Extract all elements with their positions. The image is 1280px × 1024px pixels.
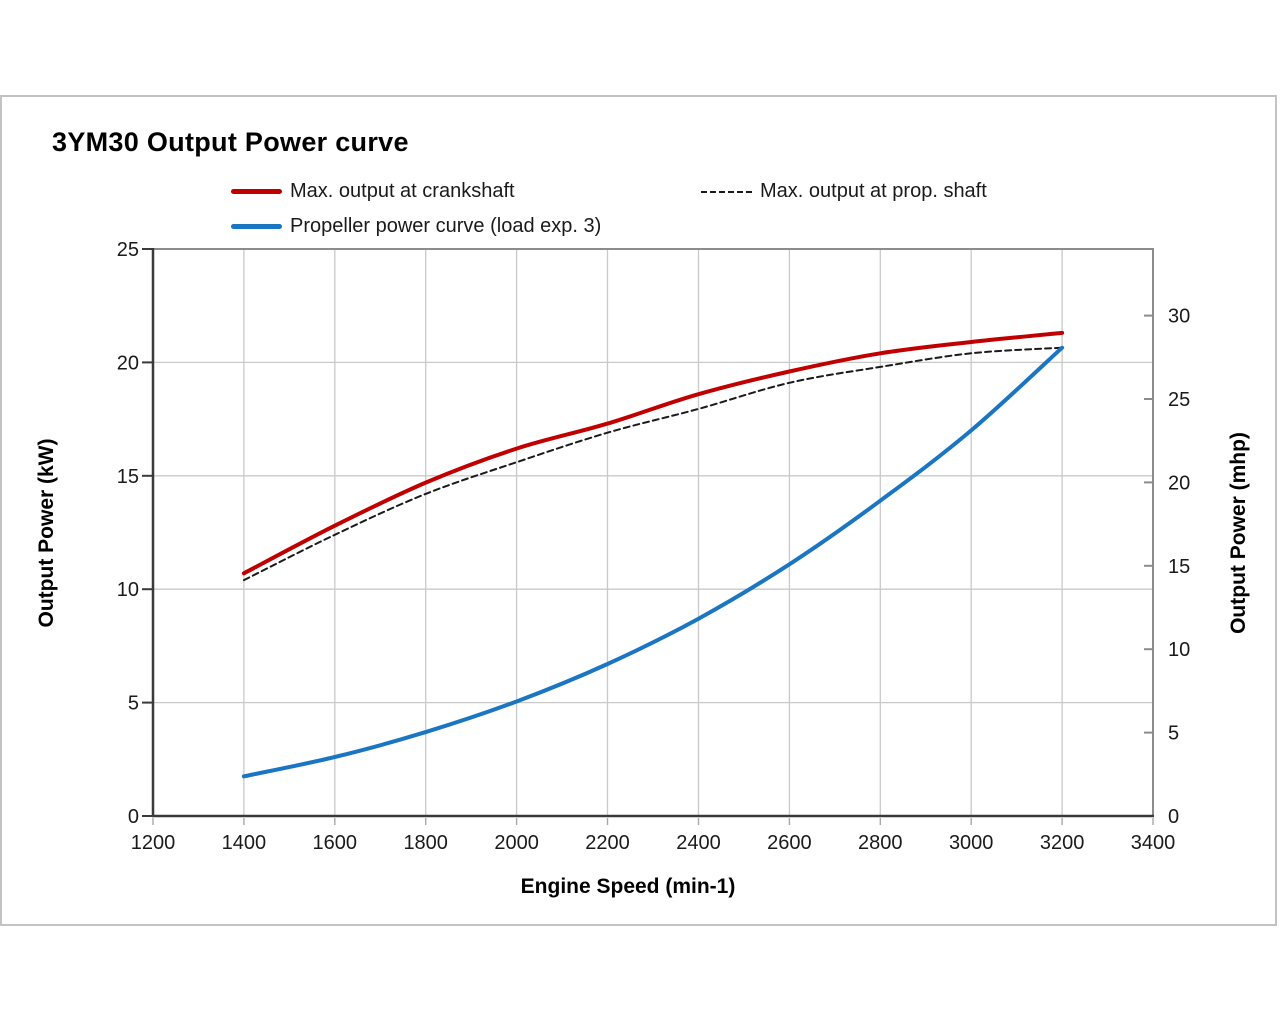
y-axis-label-right: Output Power (mhp) [1227, 432, 1250, 634]
x-axis-tick-label: 1600 [313, 832, 358, 854]
y-axis-tick-label-right: 20 [1168, 472, 1190, 494]
legend-line-propeller-icon [231, 224, 282, 229]
y-axis-tick-label-left: 15 [117, 466, 139, 488]
chart-title: 3YM30 Output Power curve [52, 127, 409, 157]
y-axis-tick-label-left: 25 [117, 239, 139, 261]
x-axis-tick-label: 3000 [949, 832, 994, 854]
y-axis-tick-label-right: 10 [1168, 639, 1190, 661]
y-axis-tick-label-right: 25 [1168, 389, 1190, 411]
x-axis-tick-label: 1800 [403, 832, 448, 854]
series-prop-shaft-line [242, 346, 1064, 582]
x-axis-tick-label: 1200 [131, 832, 176, 854]
y-axis-tick-label-right: 30 [1168, 306, 1190, 328]
y-axis-label-left: Output Power (kW) [35, 438, 58, 628]
legend-label-prop-shaft: Max. output at prop. shaft [760, 180, 987, 202]
x-axis-tick-label: 2800 [858, 832, 903, 854]
y-axis-tick-label-left: 5 [128, 693, 139, 715]
x-axis-tick-label: 2600 [767, 832, 812, 854]
y-axis-tick-label-right: 15 [1168, 556, 1190, 578]
y-axis-tick-label-left: 20 [117, 352, 139, 374]
series-propeller-line [241, 345, 1065, 779]
legend-line-crankshaft-icon [231, 189, 282, 194]
y-axis-tick-label-left: 0 [128, 806, 139, 828]
legend-item-prop-shaft: Max. output at prop. shaft [701, 180, 987, 203]
y-axis-tick-label-right: 0 [1168, 806, 1179, 828]
x-axis-tick-label: 3200 [1040, 832, 1085, 854]
legend-label-crankshaft: Max. output at crankshaft [290, 180, 515, 202]
x-axis-tick-label: 3400 [1131, 832, 1176, 854]
legend-label-propeller: Propeller power curve (load exp. 3) [290, 215, 602, 237]
y-axis-tick-label-left: 10 [117, 579, 139, 601]
x-axis-tick-label: 1400 [222, 832, 267, 854]
legend-line-prop-shaft-icon [701, 190, 752, 193]
y-axis-tick-label-right: 5 [1168, 723, 1179, 745]
x-axis-tick-label: 2400 [676, 832, 721, 854]
x-axis-tick-label: 2000 [494, 832, 539, 854]
x-axis-label: Engine Speed (min-1) [520, 875, 736, 898]
chart-frame [0, 95, 1277, 926]
x-axis-tick-label: 2200 [585, 832, 630, 854]
legend-item-crankshaft: Max. output at crankshaft [231, 180, 515, 203]
legend-item-propeller: Propeller power curve (load exp. 3) [231, 215, 601, 238]
series-crankshaft-line [241, 330, 1065, 576]
